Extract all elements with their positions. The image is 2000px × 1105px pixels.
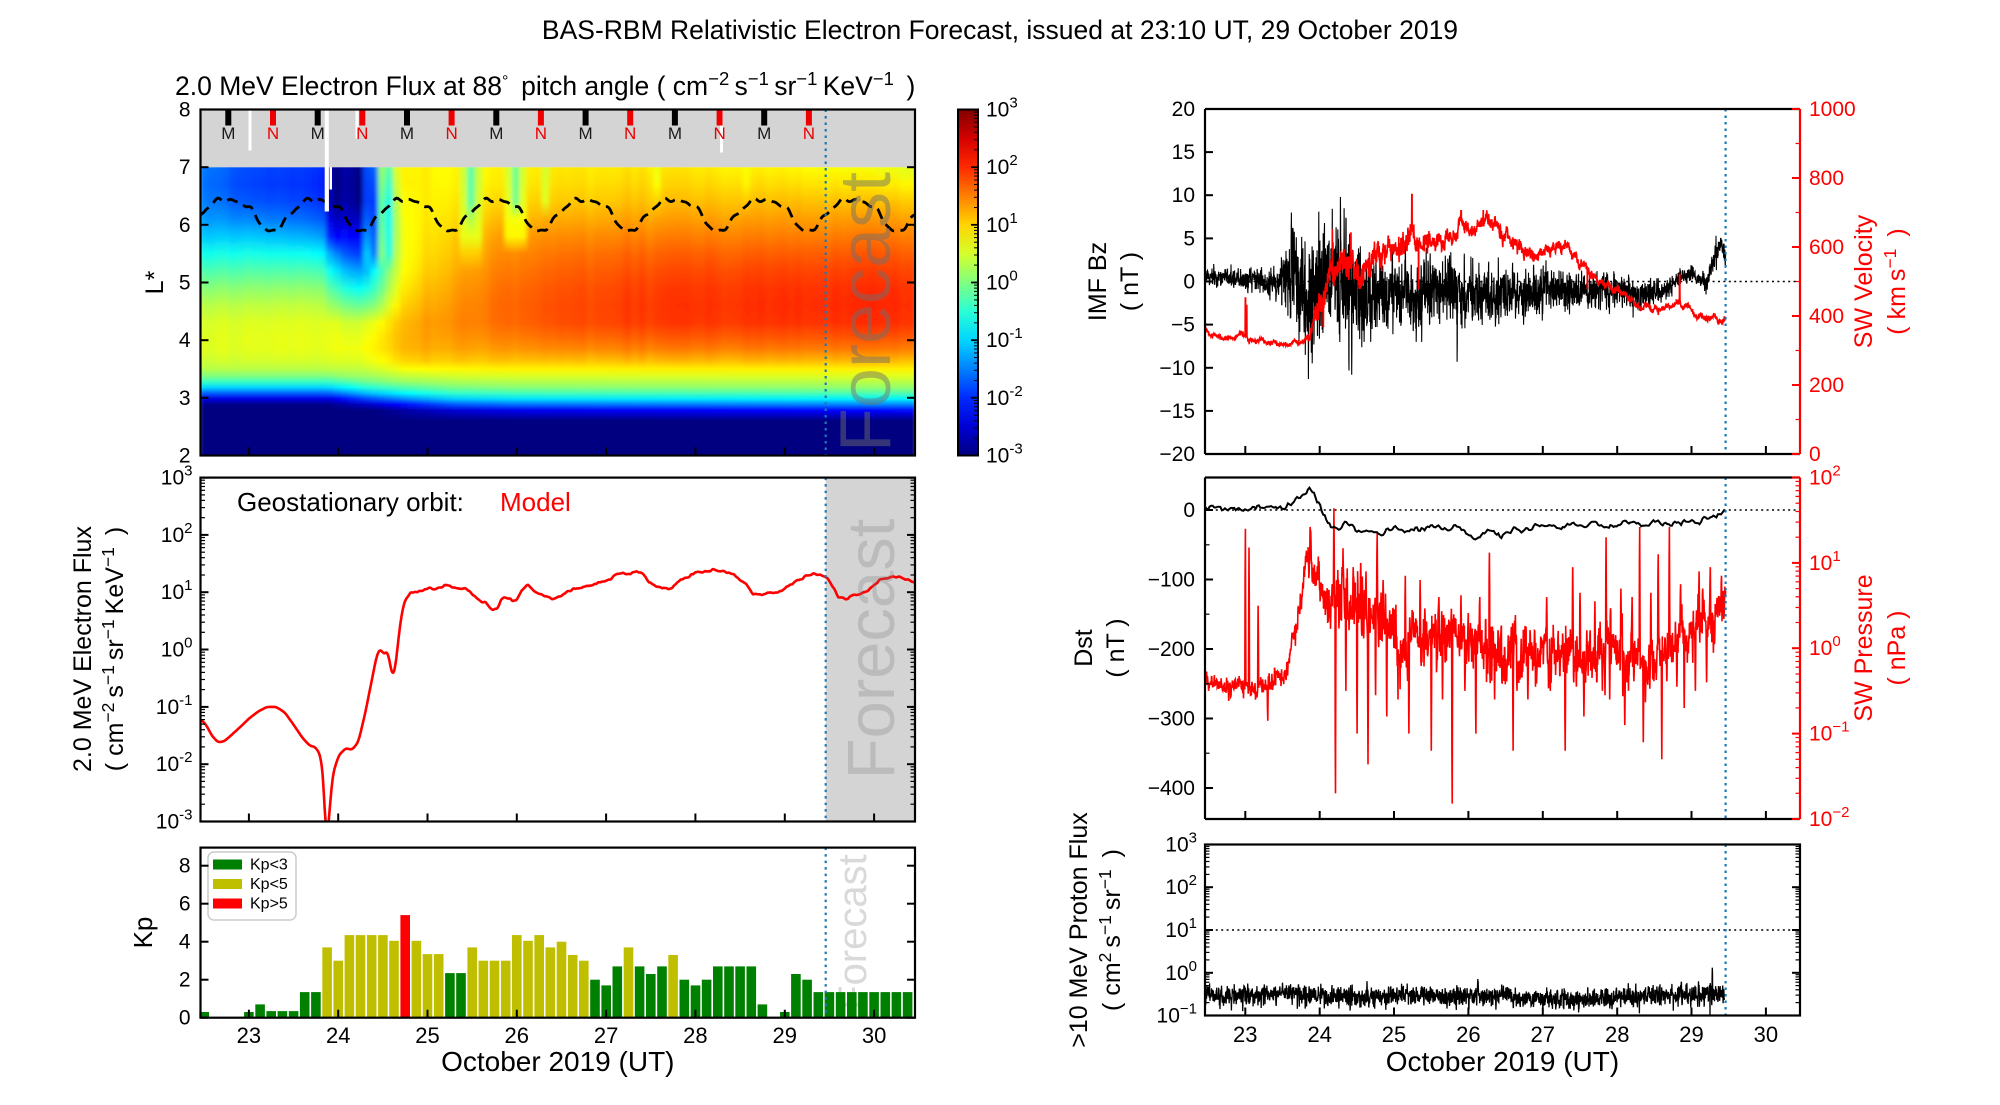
svg-text:200: 200 [1809, 374, 1844, 397]
svg-text:N: N [535, 124, 547, 143]
svg-text:( km s−1 ): ( km s−1 ) [1880, 228, 1911, 334]
svg-text:2.0 MeV Electron Flux: 2.0 MeV Electron Flux [69, 526, 97, 772]
svg-text:Geostationary orbit:: Geostationary orbit: [237, 487, 464, 517]
svg-text:M: M [311, 124, 325, 143]
svg-text:−400: −400 [1148, 777, 1195, 800]
svg-text:8: 8 [179, 99, 191, 122]
svg-text:26: 26 [1456, 1022, 1480, 1047]
svg-text:IMF Bz: IMF Bz [1084, 242, 1112, 321]
svg-text:−5: −5 [1171, 314, 1195, 337]
svg-text:29: 29 [1679, 1022, 1703, 1047]
svg-text:N: N [445, 124, 457, 143]
svg-text:29: 29 [773, 1023, 797, 1048]
svg-text:Dst: Dst [1070, 629, 1098, 667]
svg-text:( nT ): ( nT ) [1116, 252, 1144, 311]
svg-text:−10: −10 [1159, 357, 1195, 380]
svg-text:28: 28 [1605, 1022, 1629, 1047]
svg-text:SW Velocity: SW Velocity [1850, 214, 1878, 348]
svg-text:Forecast: Forecast [834, 518, 909, 779]
svg-text:M: M [668, 124, 682, 143]
svg-text:Kp<3: Kp<3 [250, 857, 288, 874]
svg-text:2: 2 [179, 969, 191, 992]
svg-text:28: 28 [683, 1023, 707, 1048]
svg-text:25: 25 [1382, 1022, 1406, 1047]
svg-text:−20: −20 [1159, 443, 1195, 466]
svg-text:3: 3 [179, 387, 191, 410]
svg-text:24: 24 [326, 1023, 350, 1048]
svg-text:0: 0 [179, 1007, 191, 1030]
svg-text:( cm−2 s−1 sr−1 KeV−1 ): ( cm−2 s−1 sr−1 KeV−1 ) [98, 527, 129, 771]
svg-text:0: 0 [1809, 443, 1821, 466]
svg-text:>10 MeV Proton Flux: >10 MeV Proton Flux [1065, 812, 1093, 1048]
svg-text:15: 15 [1172, 141, 1195, 164]
svg-text:100: 100 [1165, 958, 1197, 985]
svg-text:4: 4 [179, 329, 191, 352]
svg-text:−200: −200 [1148, 638, 1195, 661]
svg-text:N: N [267, 124, 279, 143]
svg-text:N: N [713, 124, 725, 143]
svg-text:6: 6 [179, 893, 191, 916]
svg-text:5: 5 [1183, 227, 1195, 250]
svg-text:10−1: 10−1 [1809, 719, 1849, 746]
svg-text:30: 30 [1754, 1022, 1778, 1047]
svg-text:Forecast: Forecast [826, 172, 906, 452]
svg-text:N: N [356, 124, 368, 143]
svg-text:23: 23 [1233, 1022, 1257, 1047]
svg-text:100: 100 [1809, 633, 1841, 660]
svg-text:24: 24 [1307, 1022, 1331, 1047]
svg-text:−15: −15 [1159, 400, 1195, 423]
svg-text:27: 27 [1531, 1022, 1555, 1047]
svg-text:N: N [624, 124, 636, 143]
svg-text:−300: −300 [1148, 708, 1195, 731]
svg-text:2: 2 [179, 445, 191, 468]
svg-text:26: 26 [505, 1023, 529, 1048]
svg-text:400: 400 [1809, 305, 1844, 328]
svg-text:4: 4 [179, 931, 191, 954]
svg-text:7: 7 [179, 156, 191, 179]
svg-text:M: M [400, 124, 414, 143]
svg-text:L*: L* [141, 270, 169, 294]
svg-text:0: 0 [1183, 271, 1195, 294]
svg-text:M: M [579, 124, 593, 143]
svg-text:Model: Model [500, 487, 571, 517]
svg-text:0: 0 [1183, 499, 1195, 522]
svg-text:25: 25 [415, 1023, 439, 1048]
svg-text:( nPa ): ( nPa ) [1883, 610, 1911, 685]
svg-text:M: M [489, 124, 503, 143]
svg-text:20: 20 [1172, 98, 1195, 121]
svg-text:Forecast: Forecast [831, 854, 875, 1010]
svg-text:( nT ): ( nT ) [1102, 618, 1130, 677]
svg-text:6: 6 [179, 214, 191, 237]
svg-text:Kp>5: Kp>5 [250, 896, 288, 913]
svg-text:10: 10 [1172, 184, 1195, 207]
svg-text:SW Pressure: SW Pressure [1850, 574, 1878, 721]
svg-text:N: N [803, 124, 815, 143]
svg-text:−100: −100 [1148, 569, 1195, 592]
svg-text:Kp<5: Kp<5 [250, 876, 288, 893]
svg-text:23: 23 [237, 1023, 261, 1048]
svg-text:5: 5 [179, 272, 191, 295]
svg-text:October 2019 (UT): October 2019 (UT) [1386, 1046, 1619, 1077]
svg-text:October 2019 (UT): October 2019 (UT) [441, 1046, 674, 1077]
svg-text:600: 600 [1809, 236, 1844, 259]
svg-text:30: 30 [862, 1023, 886, 1048]
svg-text:Kp: Kp [128, 917, 158, 949]
svg-text:2.0 MeV Electron Flux at 88°: 2.0 MeV Electron Flux at 88° pitch angle… [175, 68, 915, 101]
svg-text:1000: 1000 [1809, 98, 1856, 121]
svg-text:8: 8 [179, 855, 191, 878]
svg-text:M: M [221, 124, 235, 143]
svg-text:27: 27 [594, 1023, 618, 1048]
svg-text:M: M [757, 124, 771, 143]
svg-text:800: 800 [1809, 167, 1844, 190]
svg-text:BAS-RBM Relativistic Electron: BAS-RBM Relativistic Electron Forecast, … [542, 15, 1458, 45]
